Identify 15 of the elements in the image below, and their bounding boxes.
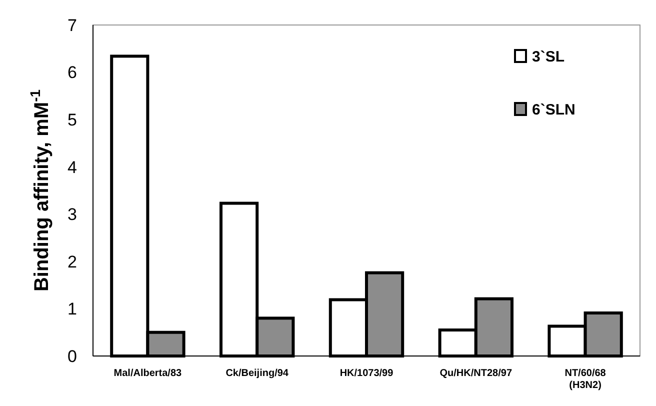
y-tick-label: 6 bbox=[68, 63, 77, 82]
y-tick-label: 4 bbox=[68, 158, 77, 177]
y-tick-label: 1 bbox=[68, 300, 77, 319]
x-tick-label: Mal/Alberta/83 bbox=[114, 368, 182, 379]
legend-label: 6`SLN bbox=[532, 101, 576, 118]
x-tick-label: Qu/HK/NT28/97 bbox=[440, 368, 512, 379]
y-tick-label: 0 bbox=[68, 346, 77, 366]
x-tick-label: Ck/Beijing/94 bbox=[226, 368, 289, 379]
y-tick-label: 2 bbox=[68, 252, 77, 272]
y-tick-label: 3 bbox=[68, 205, 77, 224]
x-tick-label: NT/60/68 (H3N2) bbox=[564, 368, 606, 391]
legend-label: 3`SL bbox=[532, 48, 565, 66]
y-tick-label: 7 bbox=[68, 16, 77, 35]
x-tick-label: HK/1073/99 bbox=[340, 368, 394, 379]
y-tick-label: 5 bbox=[68, 110, 77, 130]
